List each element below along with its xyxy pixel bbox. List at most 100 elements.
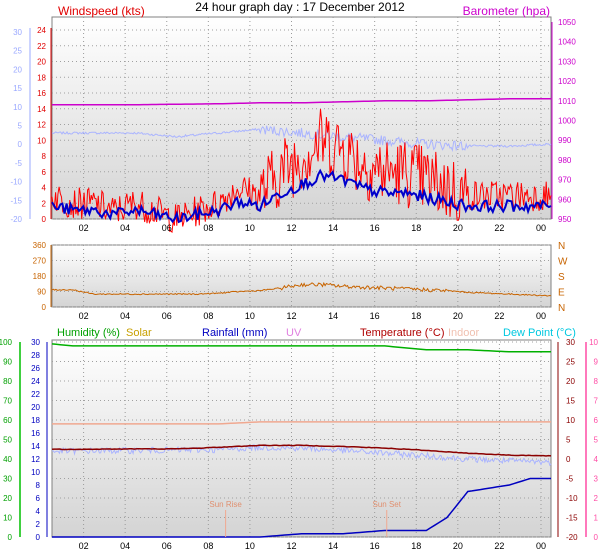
uv-tick-label: 9 <box>594 358 599 367</box>
uv-tick-label: 6 <box>594 416 599 425</box>
uv-tick-label: 4 <box>594 455 599 464</box>
wind-tick-label: 22 <box>37 42 46 51</box>
compass-label: N <box>558 241 565 252</box>
temp-tick-label: -5 <box>566 475 574 484</box>
wind-tick-label: 2 <box>42 199 47 208</box>
baro-tick-label: 990 <box>558 136 572 145</box>
x-tick-label: 08 <box>203 311 213 321</box>
windchill-tick-label: -20 <box>10 215 22 224</box>
indoor-line <box>52 421 551 425</box>
wind-tick-label: 20 <box>37 58 46 67</box>
wind-tick-label: 6 <box>42 168 47 177</box>
wind-tick-label: 12 <box>37 121 46 130</box>
x-tick-label: 14 <box>328 541 338 551</box>
x-tick-label: 18 <box>411 223 421 233</box>
rain-tick-label: 6 <box>36 494 41 503</box>
x-tick-label: 06 <box>162 541 172 551</box>
rain-tick-label: 20 <box>31 403 40 412</box>
baro-tick-label: 970 <box>558 176 572 185</box>
compass-label: N <box>558 303 565 314</box>
rain-tick-label: 8 <box>36 481 41 490</box>
compass-label: E <box>558 288 565 299</box>
wind-tick-label: 8 <box>42 152 47 161</box>
humidity-tick-label: 60 <box>3 416 12 425</box>
x-tick-label: 16 <box>370 541 380 551</box>
windchill-tick-label: 15 <box>13 84 22 93</box>
wind-tick-label: 10 <box>37 136 46 145</box>
rain-tick-label: 14 <box>31 442 40 451</box>
x-tick-label: 22 <box>494 223 504 233</box>
humidity-tick-label: 100 <box>0 338 13 347</box>
x-tick-label: 14 <box>328 223 338 233</box>
rain-tick-label: 12 <box>31 455 40 464</box>
x-tick-label: 20 <box>453 311 463 321</box>
dir-tick-label: 270 <box>33 257 47 266</box>
legend-rainfall: Rainfall (mm) <box>202 327 267 339</box>
temp-legend: Humidity (%) Solar Rainfall (mm) UV Temp… <box>57 327 576 339</box>
x-tick-label: 14 <box>328 311 338 321</box>
x-tick-label: 06 <box>162 223 172 233</box>
direction-panel-frame <box>51 244 552 308</box>
uv-tick-label: 10 <box>589 338 598 347</box>
wind-tick-label: 4 <box>42 184 47 193</box>
uv-tick-label: 7 <box>594 397 599 406</box>
x-tick-label: 00 <box>536 223 546 233</box>
wind-tick-label: 0 <box>42 215 47 224</box>
wind-tick-label: 14 <box>37 105 46 114</box>
x-tick-label: 20 <box>453 223 463 233</box>
x-tick-label: 04 <box>120 311 130 321</box>
temp-panel-frame <box>51 339 552 538</box>
wind-tick-label: 16 <box>37 89 46 98</box>
humidity-tick-label: 80 <box>3 377 12 386</box>
x-tick-label: 06 <box>162 311 172 321</box>
x-tick-label: 02 <box>79 223 89 233</box>
humidity-tick-label: 70 <box>3 397 12 406</box>
windchill-line <box>51 125 552 153</box>
baro-tick-label: 980 <box>558 156 572 165</box>
rain-tick-label: 18 <box>31 416 40 425</box>
x-tick-label: 16 <box>370 311 380 321</box>
rain-tick-label: 4 <box>36 507 41 516</box>
windchill-tick-label: 0 <box>18 140 23 149</box>
x-tick-label: 08 <box>203 541 213 551</box>
barometer-axis-label: Barometer (hpa) <box>463 4 550 18</box>
humidity-tick-label: 40 <box>3 455 12 464</box>
baro-tick-label: 1040 <box>558 38 576 47</box>
x-tick-label: 12 <box>286 311 296 321</box>
baro-tick-label: 1030 <box>558 57 576 66</box>
x-tick-label: 18 <box>411 541 421 551</box>
baro-tick-label: 1050 <box>558 18 576 27</box>
temp-tick-label: 20 <box>566 377 575 386</box>
temp-tick-label: -10 <box>566 494 578 503</box>
x-tick-label: 08 <box>203 223 213 233</box>
uv-tick-label: 5 <box>594 436 599 445</box>
windchill-tick-label: 30 <box>13 28 22 37</box>
x-tick-label: 00 <box>536 541 546 551</box>
compass-label: S <box>558 272 565 283</box>
rain-tick-label: 16 <box>31 429 40 438</box>
dir-tick-label: 180 <box>33 272 47 281</box>
windchill-tick-label: 10 <box>13 103 22 112</box>
temp-tick-label: -15 <box>566 514 578 523</box>
temp-tick-label: 10 <box>566 416 575 425</box>
rain-tick-label: 22 <box>31 390 40 399</box>
legend-temperature: Temperature (°C) <box>360 327 444 339</box>
humidity-tick-label: 20 <box>3 494 12 503</box>
sunrise-label: Sun Rise <box>209 500 242 509</box>
dewpoint-line <box>51 443 552 467</box>
dir-tick-label: 360 <box>33 241 47 250</box>
sunset-label: Sun Set <box>373 500 402 509</box>
humidity-tick-label: 10 <box>3 514 12 523</box>
baro-tick-label: 950 <box>558 215 572 224</box>
x-tick-label: 12 <box>286 541 296 551</box>
barometer-line <box>52 98 551 106</box>
windchill-tick-label: -5 <box>15 159 23 168</box>
legend-indoor: Indoor <box>448 327 480 339</box>
rainfall-line <box>52 477 551 538</box>
temp-tick-label: 30 <box>566 338 575 347</box>
x-tick-label: 00 <box>536 311 546 321</box>
temp-tick-label: -20 <box>566 533 578 542</box>
x-tick-label: 22 <box>494 541 504 551</box>
uv-tick-label: 8 <box>594 377 599 386</box>
